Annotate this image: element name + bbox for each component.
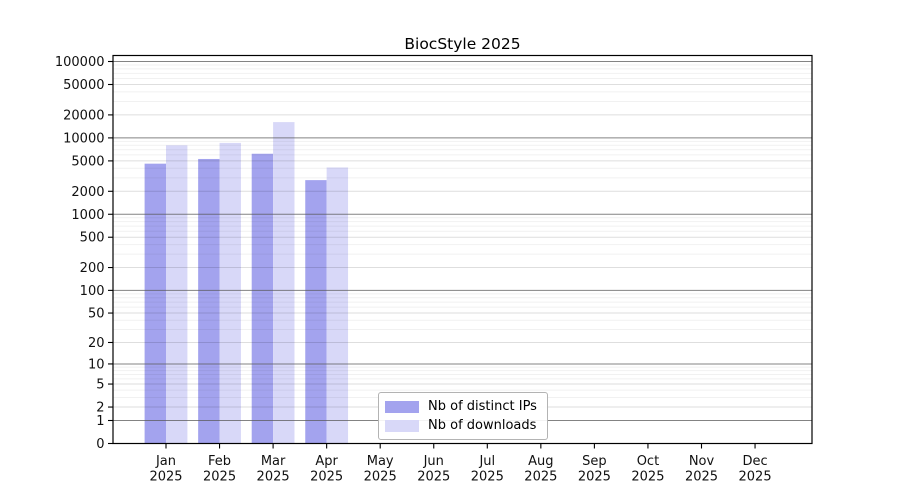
y-tick-label: 100000 [55, 55, 105, 70]
x-tick-label-year: 2025 [417, 470, 450, 485]
x-tick-label-month: Jul [478, 454, 495, 469]
legend-swatch-distinct-ips [385, 400, 419, 413]
y-tick-label: 100 [80, 284, 105, 299]
x-tick-label-month: Apr [315, 454, 338, 469]
bar-downloads-jan [166, 145, 188, 444]
x-tick-label-year: 2025 [364, 470, 397, 485]
bar-distinct-ips-feb [198, 158, 220, 444]
legend-swatch-downloads [385, 419, 419, 432]
y-tick-label: 500 [80, 231, 105, 246]
bar-distinct-ips-apr [305, 180, 327, 444]
y-tick-label: 5000 [71, 154, 104, 169]
y-tick-label: 20000 [63, 108, 104, 123]
y-tick-label: 20 [88, 336, 105, 351]
x-tick-label-month: Aug [528, 454, 553, 469]
x-tick-label-year: 2025 [310, 470, 343, 485]
legend-label-downloads: Nb of downloads [428, 418, 537, 433]
bar-distinct-ips-jan [144, 163, 166, 444]
x-tick-label-year: 2025 [257, 470, 290, 485]
legend-item-distinct-ips: Nb of distinct IPs [385, 397, 537, 416]
bar-downloads-apr [326, 167, 349, 444]
chart-title: BiocStyle 2025 [404, 35, 521, 53]
x-tick-label-month: Jan [155, 454, 176, 469]
x-tick-label-year: 2025 [471, 470, 504, 485]
x-tick-label-year: 2025 [631, 470, 664, 485]
bar-distinct-ips-mar [251, 153, 274, 444]
x-tick-label-year: 2025 [578, 470, 611, 485]
legend-item-downloads: Nb of downloads [385, 416, 537, 435]
x-tick-label-year: 2025 [203, 470, 236, 485]
x-tick-label-month: Jun [423, 454, 444, 469]
y-tick-label: 0 [96, 437, 104, 452]
y-tick-label: 2000 [71, 185, 104, 200]
y-tick-label: 1000 [71, 208, 104, 223]
legend: Nb of distinct IPs Nb of downloads [378, 392, 548, 440]
y-tick-label: 50000 [63, 78, 104, 93]
y-tick-label: 10 [88, 357, 105, 372]
x-tick-label-year: 2025 [149, 470, 182, 485]
bar-downloads-mar [273, 122, 295, 444]
x-tick-label-month: Sep [582, 454, 607, 469]
x-tick-label-month: Nov [689, 454, 715, 469]
legend-label-distinct-ips: Nb of distinct IPs [428, 399, 537, 414]
y-tick-label: 5 [96, 378, 104, 393]
y-tick-label: 1 [96, 414, 104, 429]
x-tick-label-month: Feb [208, 454, 231, 469]
x-tick-label-month: Oct [637, 454, 659, 469]
x-tick-label-year: 2025 [685, 470, 718, 485]
plot-border [112, 54, 813, 445]
x-tick-label-month: Mar [261, 454, 286, 469]
y-tick-label: 10000 [63, 131, 104, 146]
y-tick-label: 50 [88, 307, 105, 322]
x-tick-label-month: May [367, 454, 394, 469]
x-tick-label-year: 2025 [739, 470, 772, 485]
x-tick-label-year: 2025 [524, 470, 557, 485]
bar-downloads-feb [219, 142, 241, 444]
x-tick-label-month: Dec [742, 454, 767, 469]
y-tick-label: 200 [80, 261, 105, 276]
y-tick-label: 2 [96, 401, 104, 416]
